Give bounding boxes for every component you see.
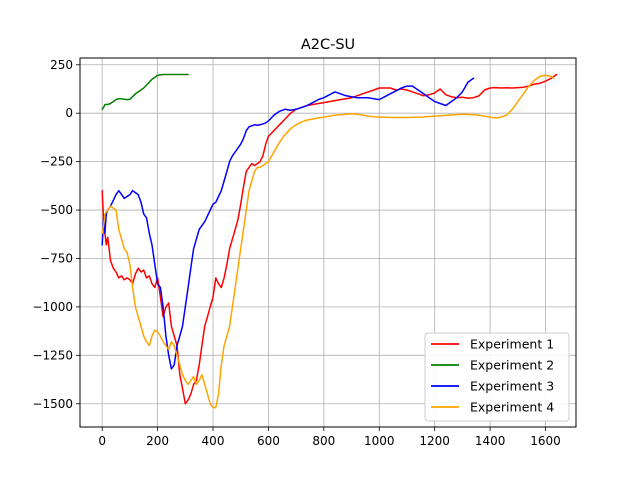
legend-label-experiment-1: Experiment 1 — [470, 337, 554, 352]
legend-label-experiment-4: Experiment 4 — [470, 400, 554, 415]
legend-label-experiment-3: Experiment 3 — [470, 379, 554, 394]
legend-label-experiment-2: Experiment 2 — [470, 358, 554, 373]
series-line-experiment-4 — [101, 74, 555, 409]
x-tick-label: 400 — [202, 434, 225, 448]
series-lines — [101, 73, 558, 409]
grid-lines — [80, 58, 576, 427]
axis-ticks: 0 200 400 600 800 1000 1200 1400 1600 250 0 −250 −50… — [32, 58, 560, 448]
y-tick-label: −1000 — [32, 300, 73, 314]
y-tick-label: −250 — [40, 155, 73, 169]
y-tick-label: −500 — [40, 203, 73, 217]
x-tick-label: 800 — [312, 434, 335, 448]
legend: Experiment 1 Experiment 2 Experiment 3 Expe… — [424, 332, 570, 422]
x-tick-label: 1400 — [475, 434, 506, 448]
y-tick-label: −1250 — [32, 348, 73, 362]
y-tick-label: 0 — [65, 106, 73, 120]
x-tick-label: 600 — [257, 434, 280, 448]
y-tick-label: −1500 — [32, 397, 73, 411]
y-tick-label: 250 — [50, 58, 73, 72]
chart-title: A2C-SU — [301, 37, 355, 53]
x-tick-label: 1000 — [364, 434, 395, 448]
plot-frame — [79, 57, 577, 428]
x-tick-label: 200 — [146, 434, 169, 448]
legend-box — [424, 332, 570, 422]
series-line-experiment-2 — [101, 73, 189, 111]
x-tick-label: 1600 — [530, 434, 561, 448]
y-tick-label: −750 — [40, 251, 73, 265]
series-line-experiment-3 — [101, 77, 475, 370]
x-tick-label: 0 — [98, 434, 106, 448]
x-tick-label: 1200 — [419, 434, 450, 448]
series-line-experiment-1 — [101, 73, 558, 405]
